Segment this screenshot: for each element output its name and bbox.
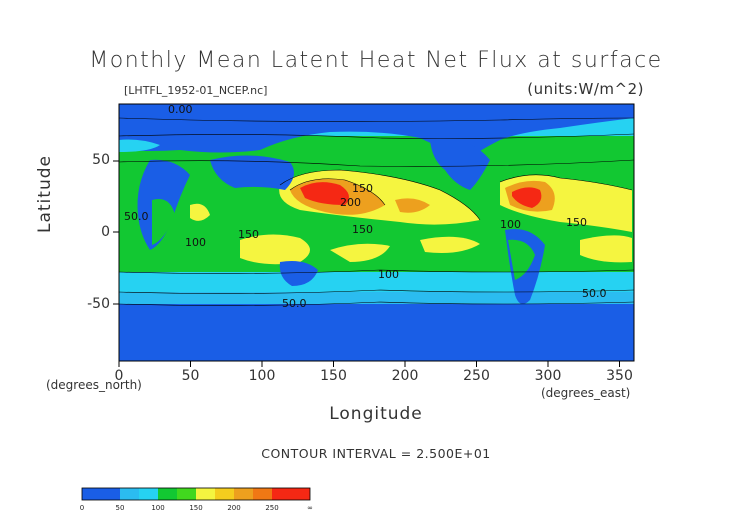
- x-axis-title: Longitude: [329, 404, 423, 424]
- colorbar-label: 100: [151, 504, 165, 512]
- y-tick-label: 0: [101, 224, 110, 240]
- axis-ticks: [113, 160, 620, 367]
- kuroshio-red: [300, 182, 349, 205]
- colorbar-label: 50: [115, 504, 125, 512]
- colorbar-label: 250: [265, 504, 279, 512]
- contour-label: 150: [238, 228, 259, 241]
- amazon-tropics: [508, 239, 535, 280]
- australia: [279, 261, 318, 286]
- y-axis-units: (degrees_north): [46, 378, 142, 392]
- x-tick-label: 300: [534, 368, 562, 384]
- colorbar-label: 0: [79, 504, 85, 512]
- contour-label: 150: [352, 223, 373, 236]
- africa-tropics: [152, 199, 175, 245]
- x-tick-label: 150: [320, 368, 347, 384]
- contour-label: 0.00: [168, 103, 193, 116]
- contour-label: 50.0: [582, 287, 607, 300]
- chart-title: Monthly Mean Latent Heat Net Flux at sur…: [89, 48, 663, 73]
- band-south-subpolar: [119, 292, 634, 304]
- colorbar: [81, 487, 311, 501]
- south-pacific-yellow-1: [330, 243, 390, 262]
- asia-south: [210, 155, 294, 190]
- contour-label: 150: [352, 182, 373, 195]
- contour-label: 150: [566, 216, 587, 229]
- contour-label: 50.0: [282, 297, 307, 310]
- x-tick-label: 50: [181, 368, 200, 384]
- colorbar-swatch-8: [234, 488, 253, 500]
- contour-label: 200: [340, 196, 361, 209]
- colorbar-swatch-4: [158, 488, 177, 500]
- contour-interval: CONTOUR INTERVAL = 2.500E+01: [261, 446, 491, 461]
- y-axis-title: Latitude: [35, 155, 55, 233]
- colorbar-label: 150: [189, 504, 203, 512]
- antarctica: [119, 335, 634, 361]
- contour-label: 100: [185, 236, 206, 249]
- south-indian-yellow: [240, 234, 310, 265]
- eurasia-north-america: [119, 104, 634, 158]
- flux-field: [119, 104, 634, 361]
- colorbar-label: ∞: [307, 504, 313, 512]
- colorbar-swatch-10: [272, 488, 310, 500]
- x-tick-label: 350: [606, 368, 633, 384]
- north-america: [430, 139, 490, 190]
- colorbar-swatch-6: [196, 488, 215, 500]
- colorbar-frame: [81, 487, 311, 501]
- y-tick-label: 50: [92, 152, 110, 168]
- x-tick-label: 100: [248, 368, 276, 384]
- south-pacific-yellow-2: [420, 236, 480, 253]
- central-pacific-orange: [395, 198, 430, 213]
- colorbar-swatch-1: [82, 488, 120, 500]
- colorbar-swatch-3: [139, 488, 158, 500]
- x-tick-label: 0: [114, 368, 124, 384]
- south-atlantic-yellow: [580, 235, 632, 263]
- arabian-yellow: [190, 203, 210, 221]
- colorbar-label: 200: [227, 504, 241, 512]
- file-label: [LHTFL_1952-01_NCEP.nc]: [124, 84, 268, 97]
- colorbar-swatch-5: [177, 488, 196, 500]
- contour-label-group: 0.00 150 200 150 50.0 100 150 100 150 10…: [124, 103, 607, 310]
- x-tick-label: 250: [463, 368, 490, 384]
- contour-label: 100: [378, 268, 399, 281]
- colorbar-swatch-9: [253, 488, 272, 500]
- contour-label: 50.0: [124, 210, 149, 223]
- contour-lines: [119, 117, 634, 306]
- band-south-mid: [119, 272, 634, 292]
- contour-label: 100: [500, 218, 521, 231]
- colorbar-swatch-7: [215, 488, 234, 500]
- gulfstream-red: [512, 187, 542, 208]
- y-tick-label: -50: [87, 296, 110, 312]
- units-label: (units:W/m^2): [527, 80, 644, 98]
- north-sea-cyan: [119, 139, 160, 152]
- x-tick-label: 200: [391, 368, 419, 384]
- colorbar-swatch-2: [120, 488, 139, 500]
- x-axis-units: (degrees_east): [541, 386, 631, 400]
